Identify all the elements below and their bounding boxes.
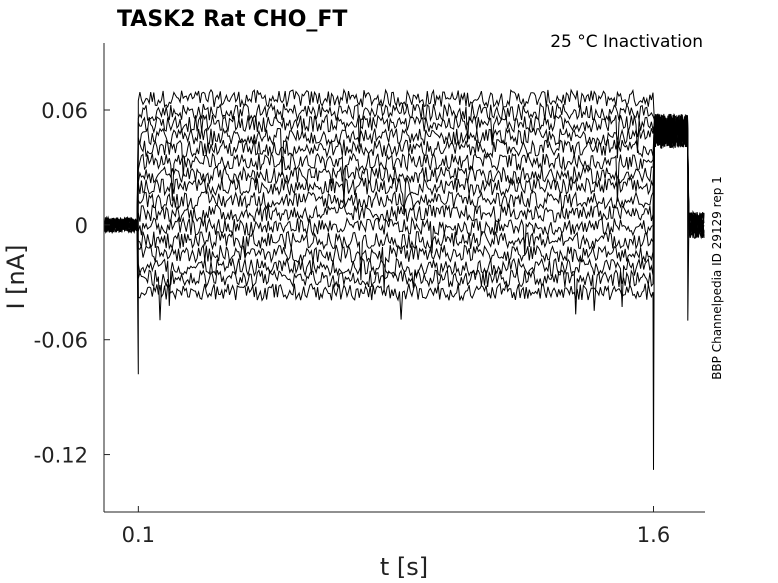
- sweep-trace: [103, 115, 705, 239]
- side-label: BBP Channelpedia ID 29129 rep 1: [710, 176, 724, 380]
- sweep-trace: [103, 114, 705, 290]
- sweep-trace: [103, 113, 705, 256]
- sweep-trace: [103, 88, 705, 375]
- sweep-trace: [103, 113, 705, 308]
- sweep-trace: [103, 117, 705, 240]
- sweep-trace: [103, 114, 705, 321]
- sweep-trace: [103, 113, 705, 235]
- sweep-trace: [103, 101, 705, 239]
- sweep-trace: [103, 113, 705, 470]
- sweep-trace: [103, 116, 705, 237]
- sweep-trace: [103, 114, 705, 239]
- sweep-trace: [103, 114, 705, 238]
- chart-title: TASK2 Rat CHO_FT: [117, 7, 347, 32]
- y-axis-label: I [nA]: [2, 244, 30, 309]
- sweep-traces: [103, 88, 705, 470]
- x-tick-label: 0.1: [122, 523, 155, 547]
- sweep-trace: [103, 114, 705, 238]
- y-tick-label: 0.06: [41, 99, 88, 123]
- x-axis-ticks: 0.1 1.6: [122, 506, 670, 547]
- y-axis-ticks: 0.06 0 -0.06 -0.12: [34, 99, 110, 468]
- sweep-trace: [103, 113, 705, 281]
- x-axis-label: t [s]: [380, 553, 428, 581]
- y-tick-label: 0: [75, 214, 88, 238]
- y-tick-label: -0.12: [34, 444, 88, 468]
- chart-subtitle: 25 °C Inactivation: [550, 32, 703, 52]
- y-tick-label: -0.06: [34, 329, 88, 353]
- x-tick-label: 1.6: [637, 523, 670, 547]
